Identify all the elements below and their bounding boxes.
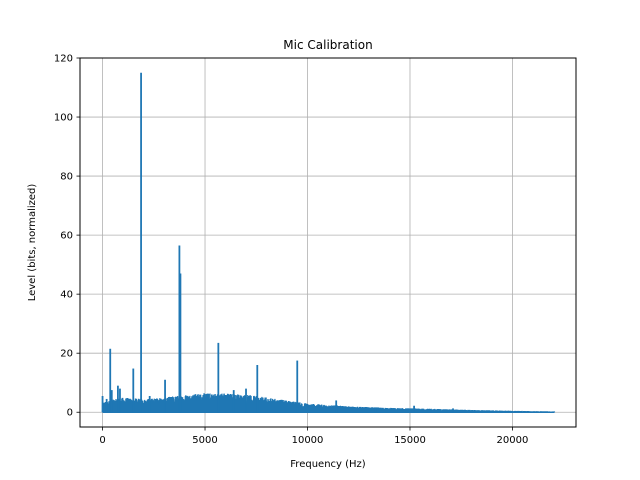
x-tick-label: 5000 <box>192 435 217 446</box>
x-tick-label: 15000 <box>394 435 426 446</box>
y-tick-label: 20 <box>60 349 73 360</box>
axes-frame <box>79 57 577 428</box>
x-axis-label: Frequency (Hz) <box>290 459 366 470</box>
x-axis: 0 5000 10000 15000 20000 <box>99 427 528 446</box>
plot-area <box>101 72 556 413</box>
y-tick-label: 0 <box>67 408 73 419</box>
y-tick-label: 80 <box>60 172 73 183</box>
y-axis-label: Level (bits, normalized) <box>27 184 38 302</box>
chart-title: Mic Calibration <box>283 38 372 52</box>
y-tick-label: 120 <box>54 54 73 65</box>
x-tick-label: 10000 <box>292 435 324 446</box>
x-tick-label: 20000 <box>497 435 529 446</box>
y-tick-label: 100 <box>54 113 73 124</box>
y-tick-label: 60 <box>60 231 73 242</box>
y-axis: 0 20 40 60 80 100 120 <box>54 54 80 419</box>
grid <box>80 57 576 427</box>
y-tick-label: 40 <box>60 290 73 301</box>
x-tick-label: 0 <box>99 435 105 446</box>
